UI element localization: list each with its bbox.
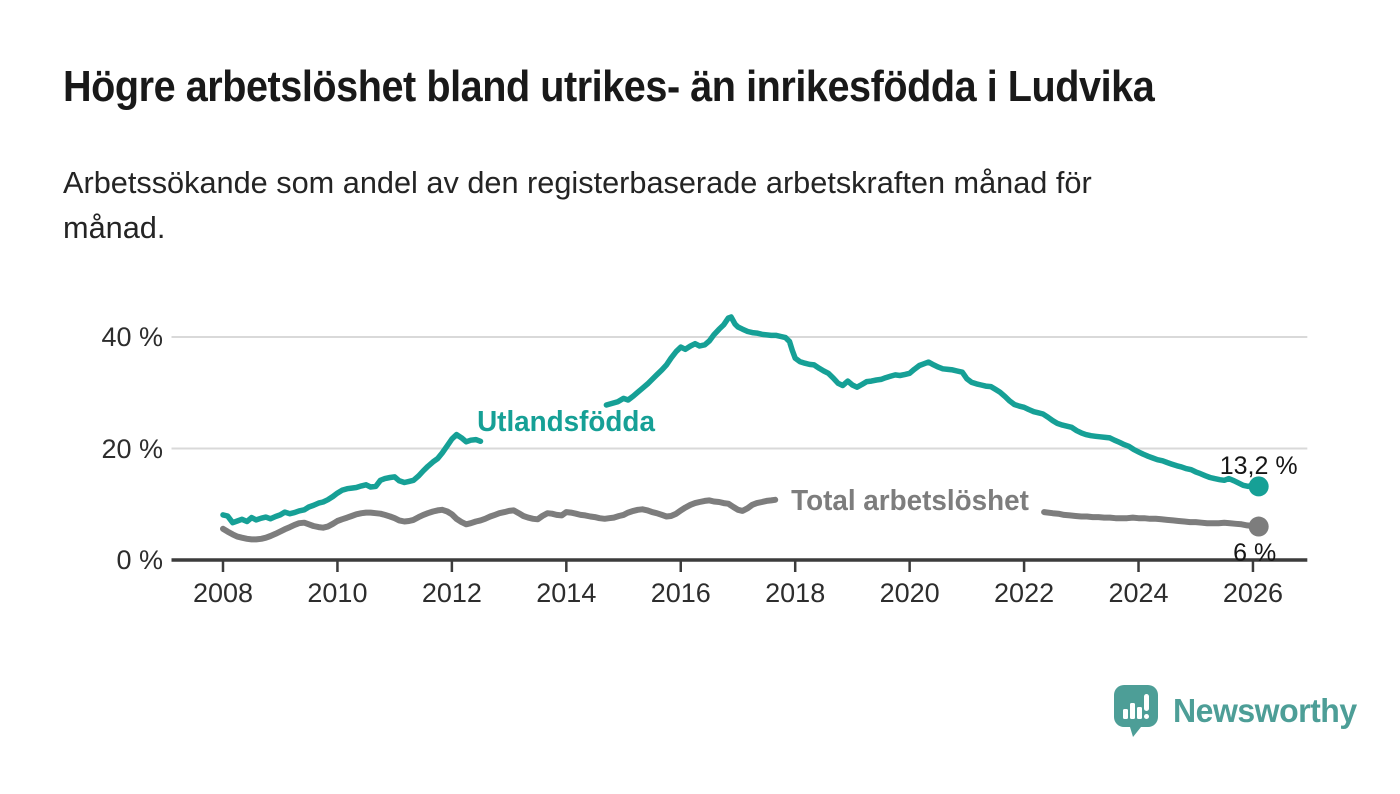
- series-label-utlandsfodda: Utlandsfödda: [477, 405, 656, 438]
- page-title: Högre arbetslöshet bland utrikes- än inr…: [63, 62, 1155, 111]
- chart-subtitle-line1: Arbetssökande som andel av den registerb…: [63, 165, 1092, 200]
- series-line-total-arbetsloshet: [220, 496, 779, 543]
- x-tick-label: 2014: [536, 578, 597, 608]
- series-line-utlandsfodda: [220, 431, 484, 526]
- y-tick-label: 20 %: [101, 433, 163, 464]
- x-tick-label: 2012: [421, 578, 482, 608]
- x-tick-label: 2022: [994, 578, 1055, 608]
- series-line-total-arbetsloshet: [1041, 509, 1262, 530]
- x-tick-label: 2026: [1222, 578, 1283, 608]
- newsworthy-logo-icon: [1114, 685, 1158, 737]
- x-tick-label: 2020: [879, 578, 940, 608]
- end-value-label-utlandsfodda: 13,2 %: [1219, 452, 1298, 481]
- end-dot-utlandsfodda: [1248, 476, 1269, 497]
- series-line-utlandsfodda: [603, 314, 1262, 490]
- x-tick-label: 2018: [765, 578, 826, 608]
- chart-subtitle-line2: månad.: [63, 210, 166, 245]
- x-tick-label: 2016: [650, 578, 711, 608]
- x-tick-label: 2024: [1108, 578, 1169, 608]
- newsworthy-logo: Newsworthy: [1112, 684, 1362, 738]
- y-tick-label: 0 %: [116, 545, 163, 575]
- end-dot-total-arbetsloshet: [1248, 516, 1269, 537]
- series-label-total-arbetsloshet: Total arbetslöshet: [790, 484, 1029, 517]
- newsworthy-logo-text: Newsworthy: [1173, 692, 1357, 729]
- x-tick-label: 2010: [307, 578, 368, 608]
- end-value-label-total-arbetsloshet: 6 %: [1233, 538, 1277, 567]
- chart-subtitle: Arbetssökande som andel av den registerb…: [63, 160, 1092, 250]
- y-tick-label: 40 %: [101, 322, 163, 353]
- x-tick-label: 2008: [192, 578, 254, 608]
